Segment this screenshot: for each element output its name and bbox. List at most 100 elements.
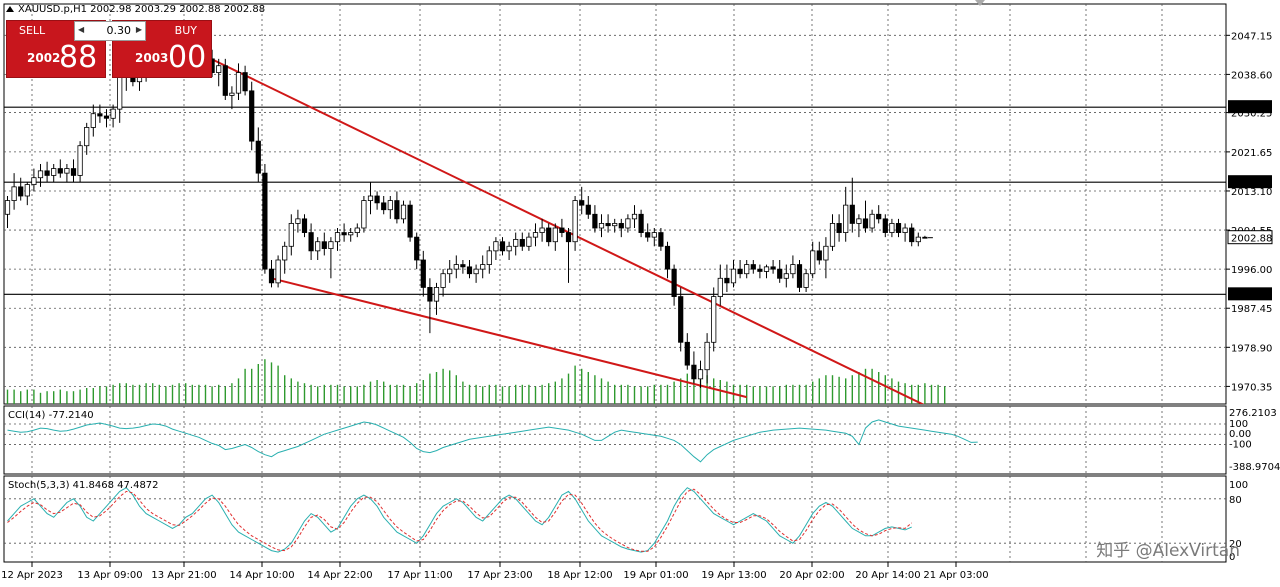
- price-axis-label: 2038.60: [1231, 70, 1272, 81]
- bullish-candle: [117, 76, 123, 110]
- bearish-candle: [849, 204, 855, 224]
- time-axis-label: 13 Apr 21:00: [151, 570, 216, 581]
- bullish-candle: [823, 245, 829, 261]
- lot-size-input[interactable]: ◀ 0.30 ▶: [74, 21, 146, 41]
- bearish-candle: [922, 236, 928, 239]
- bullish-candle: [64, 168, 70, 174]
- bullish-candle: [77, 145, 83, 176]
- collapse-triangle-icon: [6, 6, 14, 12]
- bearish-candle: [103, 115, 110, 119]
- bearish-candle: [876, 213, 882, 220]
- time-axis-label: 18 Apr 12:00: [547, 570, 612, 581]
- bearish-candle: [44, 170, 50, 176]
- bearish-candle: [565, 232, 572, 243]
- price-axis-label: 1978.90: [1231, 343, 1272, 354]
- bearish-candle: [18, 186, 24, 197]
- sell-price-digits: 88: [59, 40, 98, 75]
- bearish-candle: [645, 232, 651, 238]
- bearish-candle: [427, 287, 433, 302]
- price-axis-label: 2047.15: [1231, 31, 1272, 42]
- bearish-candle: [585, 204, 591, 215]
- bullish-candle: [235, 72, 242, 94]
- bearish-candle: [321, 241, 327, 249]
- cci-axis-label: -100: [1229, 439, 1252, 450]
- sell-button[interactable]: SELL 2002 88: [6, 20, 106, 78]
- current-price-tag-label: 2002.88: [1231, 234, 1272, 245]
- bearish-candle: [777, 268, 783, 279]
- bullish-candle: [869, 213, 875, 229]
- bearish-candle: [341, 232, 347, 236]
- trendline: [271, 277, 747, 399]
- bearish-candle: [836, 223, 842, 233]
- bullish-candle: [493, 241, 499, 252]
- buy-label: BUY: [174, 24, 197, 37]
- bearish-candle: [222, 65, 228, 96]
- bullish-candle: [763, 266, 770, 272]
- bearish-candle: [678, 296, 684, 343]
- bearish-candle: [407, 204, 413, 238]
- stoch-panel-label: Stoch(5,3,3) 41.8468 47.4872: [8, 480, 159, 491]
- price-axis-label: 2021.65: [1231, 148, 1272, 159]
- increase-lot-icon[interactable]: ▶: [135, 25, 142, 34]
- bullish-candle: [295, 218, 301, 224]
- bullish-candle: [711, 296, 717, 343]
- bullish-candle: [810, 250, 816, 275]
- time-axis-label: 19 Apr 13:00: [701, 570, 766, 581]
- bullish-candle: [513, 239, 519, 247]
- bullish-candle: [90, 113, 96, 128]
- bearish-candle: [466, 266, 473, 275]
- time-axis-label: 21 Apr 03:00: [923, 570, 988, 581]
- buy-price-big: 2003: [135, 51, 169, 65]
- bearish-candle: [592, 213, 598, 229]
- bullish-candle: [229, 92, 235, 96]
- bearish-candle: [658, 232, 664, 247]
- buy-price-digits: 00: [168, 40, 207, 75]
- bearish-candle: [862, 218, 869, 229]
- bearish-candle: [414, 236, 420, 261]
- bearish-candle: [374, 195, 380, 204]
- bearish-candle: [546, 227, 552, 243]
- bearish-candle: [97, 113, 103, 117]
- bullish-candle: [447, 268, 453, 275]
- decrease-lot-icon[interactable]: ◀: [78, 25, 85, 34]
- level-price-tag: [1228, 287, 1272, 301]
- bullish-candle: [216, 65, 222, 73]
- bullish-candle: [367, 195, 374, 201]
- bearish-candle: [420, 259, 426, 288]
- bullish-candle: [730, 268, 737, 284]
- bullish-candle: [288, 223, 294, 247]
- bullish-candle: [282, 245, 288, 261]
- bearish-candle: [796, 264, 803, 288]
- bullish-candle: [51, 168, 57, 176]
- bullish-candle: [744, 264, 750, 275]
- bullish-candle: [361, 200, 367, 229]
- stoch-axis-label: 100: [1229, 480, 1248, 491]
- bearish-candle: [684, 341, 690, 366]
- bullish-candle: [486, 250, 492, 265]
- bullish-candle: [84, 127, 90, 147]
- bearish-candle: [882, 218, 888, 233]
- bullish-candle: [334, 232, 341, 243]
- bullish-candle: [110, 108, 116, 119]
- level-price-tag-label: 2015.02: [1231, 178, 1272, 189]
- bullish-candle: [453, 264, 459, 270]
- time-axis-label: 13 Apr 09:00: [77, 570, 142, 581]
- bearish-candle: [750, 264, 756, 270]
- bullish-candle: [790, 264, 796, 275]
- bullish-candle: [354, 227, 360, 233]
- bullish-candle: [473, 268, 479, 275]
- bullish-candle: [625, 218, 631, 229]
- bullish-candle: [631, 213, 638, 220]
- shift-marker-icon: [975, 0, 985, 6]
- bearish-candle: [579, 200, 585, 206]
- bullish-candle: [11, 186, 17, 201]
- bearish-candle: [757, 268, 763, 272]
- bearish-candle: [770, 266, 776, 270]
- buy-button[interactable]: BUY 2003 00: [112, 20, 212, 78]
- cci-axis-label: 100: [1229, 419, 1248, 430]
- bullish-candle: [651, 232, 657, 238]
- time-axis-label: 14 Apr 10:00: [229, 570, 294, 581]
- bullish-candle: [717, 277, 723, 297]
